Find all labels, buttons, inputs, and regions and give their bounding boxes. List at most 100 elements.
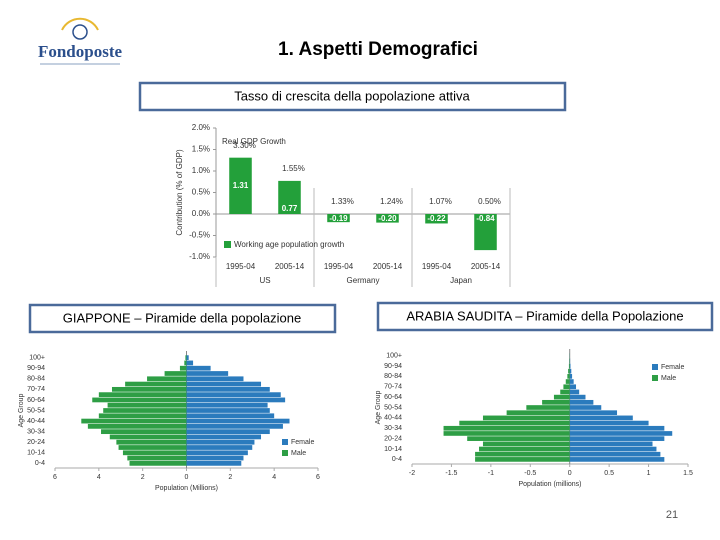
y-tick-label: 80-84 (27, 376, 45, 383)
bar (482, 415, 570, 421)
bar (459, 420, 570, 426)
x-tick-label: 1995-04 (324, 262, 354, 271)
y-tick-label: 30-34 (384, 425, 402, 432)
y-tick-label: 0.0% (192, 209, 210, 218)
bar-value-label: 1.31 (233, 181, 249, 190)
legend-label: Real GDP Growth (222, 137, 286, 146)
y-tick-label: 2.0% (192, 123, 210, 132)
bar (569, 374, 573, 379)
bar (553, 394, 570, 400)
x-tick-label: 1995-04 (226, 262, 256, 271)
legend-swatch (652, 364, 658, 370)
bar (479, 446, 570, 452)
x-tick-label: 4 (272, 474, 276, 481)
bar (109, 434, 187, 440)
bar (98, 392, 187, 398)
bar (186, 376, 244, 382)
y-axis-title: Age Group (18, 393, 25, 427)
bar (565, 379, 570, 384)
bar (568, 363, 570, 369)
y-tick-label: 40-44 (27, 418, 45, 425)
bar (186, 360, 194, 366)
bar (474, 214, 497, 251)
y-tick-label: 1.0% (192, 166, 210, 175)
plot-area (171, 120, 520, 287)
bar (568, 368, 570, 374)
y-tick-label: 20-24 (27, 439, 45, 446)
bar (560, 389, 570, 395)
bar-value-label: -0.19 (329, 214, 348, 223)
x-tick-label: -1 (488, 470, 494, 477)
x-tick-label: 1.5 (683, 470, 693, 477)
bar (569, 368, 572, 374)
x-tick-label: 0 (185, 474, 189, 481)
y-tick-label: 0-4 (35, 460, 45, 467)
bar (185, 355, 187, 361)
bar (475, 451, 570, 457)
x-tick-label: 4 (97, 474, 101, 481)
bar (186, 439, 255, 445)
bar (186, 355, 189, 361)
bar (186, 455, 244, 461)
page-number: 21 (666, 509, 678, 521)
bar-value-label: 0.77 (282, 204, 298, 213)
bar (569, 457, 665, 462)
bar (125, 381, 187, 387)
legend-label: Male (291, 450, 306, 457)
bar-value-label: -0.20 (378, 214, 397, 223)
bar (164, 371, 187, 376)
bar (229, 157, 252, 214)
y-tick-label: 1.5% (192, 145, 210, 154)
bar (569, 436, 665, 441)
x-tick-label: 6 (316, 474, 320, 481)
x-tick-label: 0 (568, 470, 572, 477)
bar (569, 384, 577, 390)
bar (186, 371, 229, 376)
bar (569, 451, 661, 457)
bar (569, 405, 602, 410)
bar (184, 360, 187, 366)
bar (186, 408, 270, 413)
bar (98, 413, 187, 419)
x-tick-label: -1.5 (445, 470, 457, 477)
bar (186, 429, 270, 435)
group-label: Japan (450, 276, 472, 285)
y-tick-label: 60-64 (27, 397, 45, 404)
bar (103, 408, 187, 413)
bar (111, 386, 187, 392)
y-tick-label: 70-74 (27, 386, 45, 393)
bar (147, 376, 187, 382)
annotation-value: 1.33% (331, 197, 354, 206)
group-label: US (259, 276, 270, 285)
bar-value-label: -0.84 (476, 214, 495, 223)
y-tick-label: 10-14 (27, 450, 45, 457)
bar (569, 415, 633, 421)
bar (569, 410, 618, 416)
annotation-value: 1.07% (429, 197, 452, 206)
bar (443, 425, 570, 431)
slide-title: 1. Aspetti Demografici (278, 39, 478, 60)
bar (179, 365, 187, 371)
y-tick-label: 50-54 (384, 404, 402, 411)
x-tick-label: 1 (647, 470, 651, 477)
bar (127, 455, 187, 461)
y-tick-label: 100+ (29, 354, 45, 361)
bar (116, 439, 187, 445)
bar (467, 436, 570, 441)
bar (569, 431, 673, 436)
y-tick-label: 40-44 (384, 415, 402, 422)
y-tick-label: -1.0% (189, 252, 210, 261)
title-box (376, 301, 714, 332)
y-tick-label: 80-84 (384, 373, 402, 380)
legend-label: Working age population growth (234, 240, 344, 249)
bar-value-label: -0.22 (427, 214, 446, 223)
bar (569, 389, 580, 395)
annotation-value: 1.24% (380, 197, 403, 206)
y-tick-label: 30-34 (27, 428, 45, 435)
legend-swatch (652, 375, 658, 381)
chart-title: GIAPPONE – Piramide della popolazione (63, 310, 301, 325)
y-tick-label: 60-64 (384, 394, 402, 401)
x-tick-label: 1995-04 (422, 262, 452, 271)
bar (118, 445, 187, 450)
